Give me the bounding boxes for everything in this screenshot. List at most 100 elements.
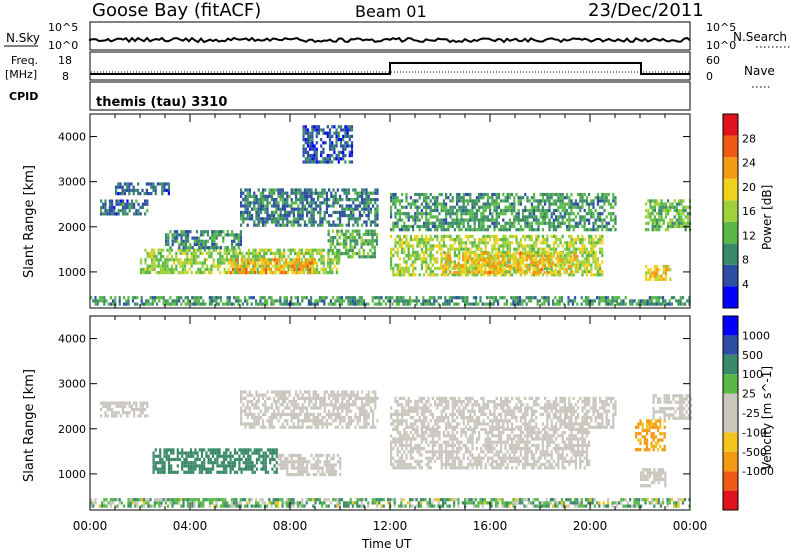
data-cell — [649, 205, 652, 209]
data-cell — [611, 302, 614, 306]
data-cell — [335, 271, 338, 275]
data-cell — [165, 188, 168, 192]
data-cell — [324, 157, 327, 161]
data-cell — [502, 192, 505, 197]
data-cell — [479, 264, 482, 268]
data-cell — [164, 267, 167, 271]
data-cell — [401, 205, 404, 209]
data-cell — [154, 467, 157, 471]
data-cell — [256, 255, 259, 259]
data-cell — [390, 247, 393, 251]
data-cell — [491, 199, 494, 203]
data-cell — [246, 210, 249, 214]
data-cell — [197, 296, 200, 300]
data-cell — [242, 267, 246, 271]
data-cell — [179, 264, 182, 268]
data-cell — [159, 264, 162, 268]
data-cell — [363, 220, 366, 224]
data-cell — [284, 412, 287, 416]
data-cell — [425, 196, 428, 200]
data-cell — [354, 198, 357, 202]
data-cell — [302, 128, 305, 132]
data-cell — [577, 224, 580, 229]
data-cell — [438, 224, 441, 229]
data-cell — [179, 271, 182, 275]
data-cell — [259, 299, 262, 303]
data-cell — [300, 261, 303, 265]
data-cell — [200, 233, 203, 237]
data-cell — [281, 223, 284, 227]
data-cell — [493, 234, 496, 238]
data-cell — [308, 416, 311, 420]
data-cell — [651, 228, 654, 232]
data-cell — [244, 425, 247, 429]
data-cell — [599, 199, 602, 203]
data-cell — [328, 416, 331, 420]
data-cell — [557, 224, 560, 229]
data-cell — [390, 260, 393, 264]
data-cell — [436, 266, 439, 270]
data-cell — [321, 191, 324, 195]
data-cell — [431, 215, 434, 219]
data-cell — [257, 214, 260, 218]
data-cell — [414, 266, 417, 270]
data-cell — [179, 251, 182, 255]
data-cell — [163, 185, 166, 189]
data-cell — [535, 221, 538, 225]
data-cell — [532, 296, 535, 300]
data-cell — [312, 396, 315, 400]
data-cell — [678, 224, 681, 229]
data-cell — [574, 205, 577, 209]
data-cell — [581, 238, 584, 242]
data-cell — [356, 390, 359, 394]
data-cell — [363, 422, 366, 426]
data-cell — [372, 422, 375, 426]
data-cell — [170, 248, 173, 252]
data-cell — [169, 246, 172, 250]
data-cell — [255, 210, 258, 214]
data-cell — [480, 238, 483, 242]
data-cell — [467, 224, 470, 229]
data-cell — [280, 264, 283, 268]
data-cell — [144, 202, 147, 206]
data-cell — [436, 224, 439, 229]
data-cell — [599, 247, 602, 251]
data-cell — [533, 218, 536, 222]
data-cell — [284, 264, 287, 268]
data-cell — [114, 296, 117, 300]
data-cell — [204, 246, 207, 250]
data-cell — [308, 400, 311, 404]
data-cell — [285, 299, 288, 303]
data-cell — [601, 212, 604, 216]
data-cell — [533, 244, 536, 248]
data-cell — [206, 239, 209, 243]
data-cell — [113, 205, 116, 210]
data-cell — [356, 223, 359, 227]
data-cell — [281, 220, 284, 224]
data-cell — [519, 228, 522, 232]
data-cell — [244, 422, 247, 426]
data-cell — [127, 302, 130, 306]
data-cell — [321, 425, 324, 429]
data-cell — [173, 236, 176, 240]
data-cell — [177, 261, 180, 265]
data-cell — [323, 214, 326, 218]
data-cell — [268, 406, 271, 410]
data-cell — [514, 302, 517, 306]
data-cell — [308, 210, 311, 214]
data-cell — [491, 244, 494, 248]
data-cell — [475, 251, 478, 255]
data-cell — [367, 198, 370, 202]
data-cell — [546, 215, 549, 219]
data-cell — [570, 212, 573, 216]
data-cell — [504, 270, 507, 274]
data-cell — [165, 239, 168, 243]
data-cell — [234, 264, 237, 268]
data-cell — [484, 258, 487, 262]
data-cell — [394, 199, 397, 203]
data-cell — [490, 255, 493, 259]
data-cell — [473, 205, 476, 209]
data-cell — [563, 208, 566, 213]
data-cell — [653, 224, 656, 229]
data-cell — [407, 266, 410, 270]
